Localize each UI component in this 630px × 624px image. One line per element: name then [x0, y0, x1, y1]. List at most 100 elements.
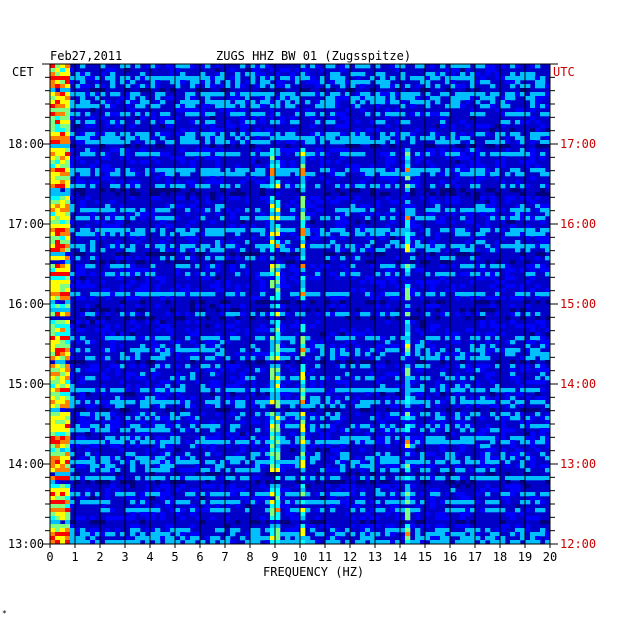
- heat-cell: [490, 296, 496, 301]
- heat-cell: [75, 120, 81, 125]
- heat-cell: [50, 388, 56, 393]
- heat-cell: [75, 168, 81, 173]
- heat-cell: [235, 192, 241, 197]
- heat-cell: [340, 124, 346, 129]
- heat-cell: [430, 136, 436, 141]
- heat-cell: [430, 196, 436, 201]
- heat-cell: [290, 92, 296, 97]
- heat-cell: [75, 252, 81, 257]
- heat-cell: [335, 80, 341, 85]
- heat-cell: [375, 144, 381, 149]
- heat-cell: [365, 276, 371, 281]
- heat-cell: [125, 388, 131, 393]
- heat-cell: [260, 232, 266, 237]
- heat-cell: [510, 352, 516, 357]
- heat-cell: [395, 312, 401, 317]
- heat-cell: [445, 88, 451, 93]
- heat-cell: [95, 428, 101, 433]
- heat-cell: [280, 376, 286, 381]
- heat-cell: [270, 344, 276, 349]
- heat-cell: [495, 364, 501, 369]
- heat-cell: [170, 436, 176, 441]
- heat-cell: [365, 360, 371, 365]
- heat-cell: [325, 448, 331, 453]
- heat-cell: [270, 280, 276, 285]
- heat-cell: [50, 384, 56, 389]
- heat-cell: [250, 160, 256, 165]
- heat-cell: [120, 252, 126, 257]
- heat-cell: [270, 116, 276, 121]
- heat-cell: [100, 152, 106, 157]
- heat-cell: [470, 424, 476, 429]
- heat-cell: [525, 96, 531, 101]
- heat-cell: [410, 288, 416, 293]
- heat-cell: [515, 336, 521, 341]
- heat-cell: [245, 136, 251, 141]
- heat-cell: [120, 152, 126, 157]
- heat-cell: [365, 464, 371, 469]
- heat-cell: [450, 100, 456, 105]
- heat-cell: [365, 248, 371, 253]
- heat-cell: [60, 256, 66, 261]
- heat-cell: [100, 412, 106, 417]
- heat-cell: [130, 392, 136, 397]
- heat-cell: [305, 224, 311, 229]
- heat-cell: [75, 232, 81, 237]
- heat-cell: [210, 428, 216, 433]
- heat-cell: [470, 148, 476, 153]
- heat-cell: [315, 320, 321, 325]
- heat-cell: [165, 180, 171, 185]
- heat-cell: [90, 260, 96, 265]
- heat-cell: [260, 336, 266, 341]
- heat-cell: [485, 444, 491, 449]
- heat-cell: [155, 284, 161, 289]
- heat-cell: [250, 376, 256, 381]
- heat-cell: [145, 136, 151, 141]
- heat-cell: [85, 404, 91, 409]
- heat-cell: [485, 336, 491, 341]
- heat-cell: [120, 300, 126, 305]
- heat-cell: [505, 148, 511, 153]
- heat-cell: [310, 228, 316, 233]
- heat-cell: [340, 248, 346, 253]
- heat-cell: [295, 360, 301, 365]
- heat-cell: [270, 400, 276, 405]
- heat-cell: [315, 228, 321, 233]
- heat-cell: [140, 76, 146, 81]
- heat-cell: [95, 84, 101, 89]
- heat-cell: [485, 188, 491, 193]
- heat-cell: [185, 336, 191, 341]
- heat-cell: [210, 76, 216, 81]
- heat-cell: [190, 140, 196, 145]
- heat-cell: [170, 448, 176, 453]
- heat-cell: [230, 264, 236, 269]
- heat-cell: [275, 248, 281, 253]
- heat-cell: [250, 356, 256, 361]
- heat-cell: [55, 104, 61, 109]
- heat-cell: [505, 96, 511, 101]
- heat-cell: [480, 456, 486, 461]
- heat-cell: [275, 156, 281, 161]
- heat-cell: [315, 184, 321, 189]
- heat-cell: [80, 192, 86, 197]
- heat-cell: [150, 140, 156, 145]
- heat-cell: [170, 76, 176, 81]
- heat-cell: [525, 224, 531, 229]
- heat-cell: [170, 328, 176, 333]
- heat-cell: [110, 456, 116, 461]
- heat-cell: [265, 420, 271, 425]
- heat-cell: [300, 208, 306, 213]
- heat-cell: [90, 208, 96, 213]
- heat-cell: [220, 184, 226, 189]
- heat-cell: [540, 440, 546, 445]
- heat-cell: [390, 276, 396, 281]
- heat-cell: [150, 196, 156, 201]
- heat-cell: [180, 408, 186, 413]
- heat-cell: [175, 388, 181, 393]
- heat-cell: [400, 92, 406, 97]
- heat-cell: [65, 152, 71, 157]
- heat-cell: [135, 260, 141, 265]
- heat-cell: [345, 432, 351, 437]
- heat-cell: [260, 272, 266, 277]
- heat-cell: [340, 440, 346, 445]
